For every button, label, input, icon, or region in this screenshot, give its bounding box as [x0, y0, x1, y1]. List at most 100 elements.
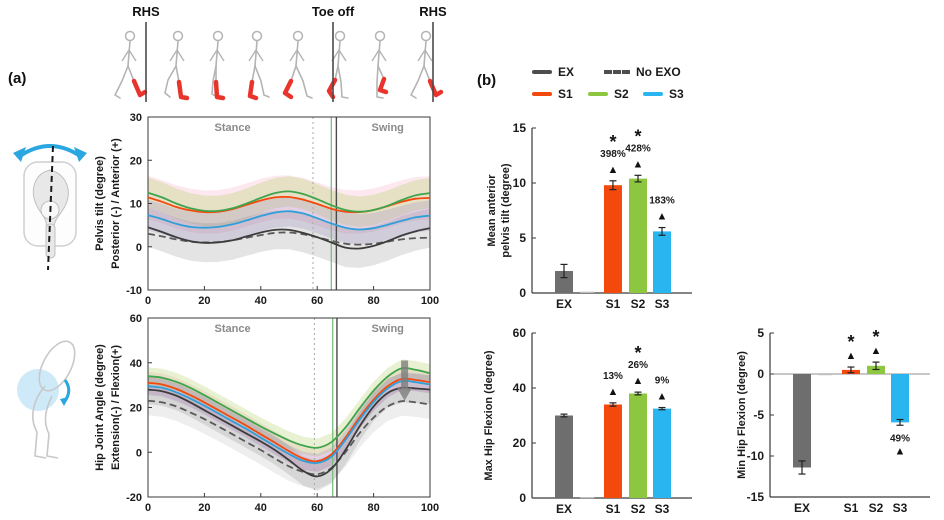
- x-tick-label: 60: [311, 502, 323, 514]
- walker-figure: [326, 30, 349, 100]
- y-tick-label: 20: [130, 155, 142, 167]
- significance-star: *: [609, 132, 616, 152]
- legend-swatch: [604, 70, 630, 74]
- x-tick-label: 0: [145, 295, 151, 307]
- legend-item-s3: S3: [643, 88, 684, 100]
- increase-marker: ▲: [846, 350, 857, 362]
- walker-arms-icon: [169, 49, 185, 62]
- increase-marker: ▲: [657, 391, 668, 403]
- significance-star: *: [634, 343, 641, 363]
- gait-cycle-illustration: RHS Toe off RHS: [114, 4, 447, 102]
- x-tick-label: 40: [255, 295, 267, 307]
- bar-s2: [629, 393, 647, 498]
- walker-arms-icon: [121, 49, 137, 62]
- series-line-s2: [147, 190, 431, 213]
- arrow-head-icon: [60, 397, 69, 406]
- y-tick-label: 5: [757, 326, 764, 340]
- legend-swatch: [588, 92, 608, 96]
- vertical-reference-line-icon: [47, 145, 54, 271]
- bar-s3: [653, 231, 671, 293]
- series-line-no-exo: [147, 399, 431, 476]
- legend-item-no-exo: No EXO: [604, 66, 681, 78]
- walker-torso-icon: [337, 40, 341, 67]
- walker-torso-icon: [423, 40, 427, 67]
- hip-flexion-icon: [17, 340, 76, 459]
- increase-marker: ▲: [633, 375, 644, 387]
- increase-marker: ▲: [895, 445, 906, 457]
- y-tick-label: 60: [130, 313, 142, 325]
- walker-red-thigh-icon: [127, 65, 135, 82]
- category-label: S2: [631, 297, 646, 311]
- phase-label: Stance: [215, 323, 251, 335]
- walker-gray-leg-icon: [164, 65, 177, 98]
- x-tick-label: 60: [311, 295, 323, 307]
- walker-red-shank-icon: [377, 76, 389, 95]
- y-axis-label: Pelvis tilt (degree): [94, 156, 106, 251]
- band-s3: [148, 196, 430, 245]
- increase-marker: ▲: [871, 345, 882, 357]
- bar-no-exo-baseline: [580, 291, 595, 293]
- y-tick-label: 40: [130, 358, 142, 370]
- y-tick-label: 0: [519, 286, 526, 300]
- walker-head-icon: [172, 30, 184, 42]
- walker-torso-icon: [377, 40, 381, 67]
- walker-red-shank-icon: [213, 79, 226, 101]
- x-tick-label: 40: [255, 502, 267, 514]
- walker-red-shank-icon: [326, 77, 338, 100]
- walker-red-shank-icon: [131, 78, 148, 98]
- walker-red-thigh-icon: [377, 65, 385, 80]
- walker-arms-icon: [248, 49, 264, 62]
- walker-gray-leg-icon: [114, 65, 129, 99]
- arrow-head-right-icon: [74, 147, 87, 162]
- bar-ex: [793, 374, 811, 468]
- percent-label: 13%: [603, 371, 623, 382]
- walker-head-icon: [334, 30, 346, 42]
- category-label: S1: [606, 297, 621, 311]
- walker-figure: [282, 30, 313, 100]
- significance-star: *: [847, 332, 854, 352]
- bar-no-exo-baseline: [818, 374, 833, 376]
- category-label: S3: [655, 297, 670, 311]
- walker-head-icon: [374, 30, 386, 42]
- walker-torso-icon: [127, 40, 131, 67]
- walker-arms-icon: [209, 49, 225, 62]
- walker-gray-leg-icon: [211, 65, 218, 98]
- walker-red-thigh-icon: [290, 65, 297, 82]
- bar-s1: [603, 185, 622, 293]
- series-line-s3: [147, 210, 431, 231]
- walker-arms-icon: [371, 49, 387, 62]
- percent-label: 398%: [600, 149, 626, 160]
- series-line-s3: [147, 379, 431, 465]
- front-leg-outline-icon: [32, 385, 47, 459]
- max-hip-flexion-bar-chart: 0 20 40 60 EX S1 ▲ 13% S2 ▲ 26%* S3 ▲ 9% Max Hip Flexi…: [483, 326, 692, 516]
- walker-figure: [164, 30, 190, 101]
- walker-figure: [209, 30, 226, 101]
- gait-event-label: RHS: [419, 4, 447, 19]
- y-tick-label: 10: [130, 199, 142, 211]
- category-label: EX: [556, 502, 572, 516]
- x-tick-label: 100: [421, 502, 439, 514]
- y-axis-label: pelvis tilt (degree): [500, 163, 512, 257]
- phase-label: Swing: [372, 323, 404, 335]
- category-label: S2: [631, 502, 646, 516]
- hip-highlight-icon: [17, 369, 59, 411]
- x-tick-label: 80: [367, 295, 379, 307]
- walker-arms-icon: [289, 49, 305, 62]
- category-label: EX: [556, 297, 572, 311]
- x-tick-label: 80: [367, 502, 379, 514]
- gait-event-label: RHS: [132, 4, 160, 19]
- walker-figure: [247, 30, 270, 101]
- increase-marker: ▲: [657, 211, 668, 223]
- chart-legend: EX No EXO S1 S2 S3: [516, 66, 751, 112]
- walker-head-icon: [212, 30, 224, 42]
- y-axis-label: Min Hip Flexion (degree): [736, 351, 748, 479]
- walker-red-thigh-icon: [423, 65, 431, 82]
- bar-no-exo-baseline: [580, 497, 595, 499]
- y-tick-label: 15: [513, 121, 527, 135]
- increase-marker: ▲: [608, 386, 619, 398]
- significance-star: *: [872, 327, 879, 347]
- band-s1: [148, 175, 430, 234]
- walker-gray-leg-icon: [376, 65, 384, 99]
- phase-label: Stance: [215, 122, 251, 134]
- gait-event-label: Toe off: [312, 4, 355, 19]
